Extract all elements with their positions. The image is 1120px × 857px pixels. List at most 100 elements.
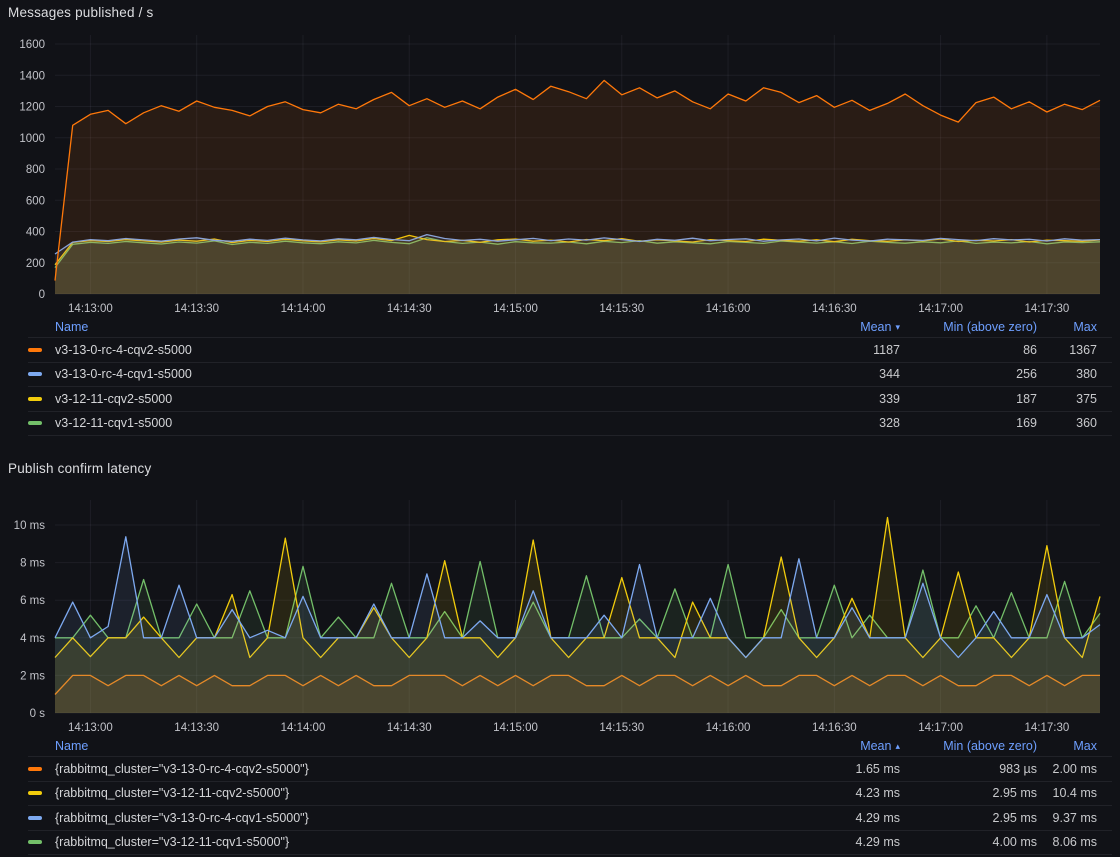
x-axis-tick-label: 14:17:00	[918, 722, 963, 734]
legend-max-value: 8.06 ms	[1052, 835, 1112, 849]
series-color-swatch[interactable]	[28, 372, 55, 376]
column-label: Mean	[860, 739, 891, 753]
legend-max-value: 2.00 ms	[1052, 762, 1112, 776]
series-color-swatch[interactable]	[28, 767, 55, 771]
y-axis-tick-label: 1400	[19, 70, 45, 82]
series-name: {rabbitmq_cluster="v3-12-11-cqv1-s5000"}	[55, 835, 795, 849]
legend-row[interactable]: {rabbitmq_cluster="v3-12-11-cqv2-s5000"}…	[28, 782, 1112, 807]
series-name: {rabbitmq_cluster="v3-13-0-rc-4-cqv2-s50…	[55, 762, 795, 776]
legend-max-value: 380	[1052, 367, 1112, 381]
column-label: Mean	[860, 320, 891, 334]
legend-min-value: 2.95 ms	[915, 786, 1052, 800]
y-axis-tick-label: 0 s	[30, 708, 46, 720]
legend-row[interactable]: v3-12-11-cqv2-s5000339187375	[28, 387, 1112, 412]
y-axis-tick-label: 1200	[19, 102, 45, 114]
legend-max-value: 375	[1052, 392, 1112, 406]
legend-mean-value: 344	[795, 367, 915, 381]
legend-column-mean[interactable]: Mean ▾	[795, 320, 915, 334]
sort-caret-icon: ▴	[895, 741, 900, 751]
legend-row[interactable]: v3-12-11-cqv1-s5000328169360	[28, 412, 1112, 437]
x-axis-tick-label: 14:14:30	[387, 722, 432, 734]
legend-row[interactable]: v3-13-0-rc-4-cqv1-s5000344256380	[28, 363, 1112, 388]
messages-published-chart[interactable]: 0200400600800100012001400160014:13:0014:…	[0, 0, 1120, 316]
x-axis-tick-label: 14:17:30	[1024, 303, 1069, 315]
series-area	[55, 80, 1100, 294]
x-axis-tick-label: 14:13:00	[68, 303, 113, 315]
y-axis-tick-label: 2 ms	[20, 670, 45, 682]
series-color-bar	[28, 791, 42, 795]
legend-column-min[interactable]: Min (above zero)	[915, 739, 1052, 753]
legend-mean-value: 328	[795, 416, 915, 430]
legend-min-value: 4.00 ms	[915, 835, 1052, 849]
legend-column-name[interactable]: Name	[55, 320, 795, 334]
x-axis-tick-label: 14:16:30	[812, 722, 857, 734]
x-axis-tick-label: 14:17:30	[1024, 722, 1069, 734]
series-color-swatch[interactable]	[28, 840, 55, 844]
series-name: v3-13-0-rc-4-cqv1-s5000	[55, 367, 795, 381]
x-axis-tick-label: 14:13:30	[174, 303, 219, 315]
y-axis-tick-label: 400	[26, 227, 45, 239]
y-axis-tick-label: 8 ms	[20, 558, 45, 570]
legend-row[interactable]: v3-13-0-rc-4-cqv2-s50001187861367	[28, 338, 1112, 363]
y-axis-tick-label: 800	[26, 164, 45, 176]
series-color-swatch[interactable]	[28, 348, 55, 352]
y-axis-tick-label: 0	[39, 289, 45, 301]
legend-min-value: 187	[915, 392, 1052, 406]
x-axis-tick-label: 14:14:30	[387, 303, 432, 315]
legend-column-min[interactable]: Min (above zero)	[915, 320, 1052, 334]
x-axis-tick-label: 14:14:00	[281, 722, 326, 734]
x-axis-tick-label: 14:16:00	[706, 722, 751, 734]
legend-table-messages-published: Name Mean ▾ Min (above zero) Max v3-13-0-…	[28, 316, 1112, 436]
x-axis-tick-label: 14:17:00	[918, 303, 963, 315]
legend-min-value: 983 µs	[915, 762, 1052, 776]
grafana-dashboard: Messages published / s 02004006008001000…	[0, 0, 1120, 857]
legend-column-max[interactable]: Max	[1052, 739, 1112, 753]
legend-column-mean[interactable]: Mean ▴	[795, 739, 915, 753]
x-axis-tick-label: 14:15:30	[599, 722, 644, 734]
legend-mean-value: 339	[795, 392, 915, 406]
series-name: {rabbitmq_cluster="v3-12-11-cqv2-s5000"}	[55, 786, 795, 800]
series-color-bar	[28, 397, 42, 401]
legend-min-value: 256	[915, 367, 1052, 381]
legend-header-row: Name Mean ▴ Min (above zero) Max	[28, 735, 1112, 757]
x-axis-tick-label: 14:16:30	[812, 303, 857, 315]
x-axis-tick-label: 14:13:00	[68, 722, 113, 734]
legend-body: {rabbitmq_cluster="v3-13-0-rc-4-cqv2-s50…	[28, 757, 1112, 855]
legend-body: v3-13-0-rc-4-cqv2-s50001187861367v3-13-0…	[28, 338, 1112, 436]
y-axis-tick-label: 600	[26, 195, 45, 207]
legend-row[interactable]: {rabbitmq_cluster="v3-13-0-rc-4-cqv1-s50…	[28, 806, 1112, 831]
series-color-bar	[28, 767, 42, 771]
x-axis-tick-label: 14:15:30	[599, 303, 644, 315]
series-name: v3-13-0-rc-4-cqv2-s5000	[55, 343, 795, 357]
y-axis-tick-label: 200	[26, 258, 45, 270]
y-axis-tick-label: 1000	[19, 133, 45, 145]
series-color-bar	[28, 348, 42, 352]
legend-max-value: 9.37 ms	[1052, 811, 1112, 825]
legend-max-value: 360	[1052, 416, 1112, 430]
sort-caret-icon: ▾	[895, 322, 900, 332]
series-color-swatch[interactable]	[28, 816, 55, 820]
publish-confirm-latency-chart[interactable]: 0 s2 ms4 ms6 ms8 ms10 ms14:13:0014:13:30…	[0, 480, 1120, 735]
panel-title-publish-confirm-latency: Publish confirm latency	[8, 461, 151, 476]
series-color-swatch[interactable]	[28, 397, 55, 401]
legend-row[interactable]: {rabbitmq_cluster="v3-12-11-cqv1-s5000"}…	[28, 831, 1112, 856]
x-axis-tick-label: 14:14:00	[281, 303, 326, 315]
x-axis-tick-label: 14:15:00	[493, 303, 538, 315]
legend-min-value: 169	[915, 416, 1052, 430]
x-axis-tick-label: 14:15:00	[493, 722, 538, 734]
legend-table-publish-confirm-latency: Name Mean ▴ Min (above zero) Max {rabbitm…	[28, 735, 1112, 855]
legend-column-max[interactable]: Max	[1052, 320, 1112, 334]
series-color-bar	[28, 816, 42, 820]
legend-mean-value: 4.23 ms	[795, 786, 915, 800]
legend-max-value: 1367	[1052, 343, 1112, 357]
x-axis-tick-label: 14:16:00	[706, 303, 751, 315]
legend-min-value: 86	[915, 343, 1052, 357]
legend-column-name[interactable]: Name	[55, 739, 795, 753]
series-color-swatch[interactable]	[28, 421, 55, 425]
legend-mean-value: 4.29 ms	[795, 811, 915, 825]
y-axis-tick-label: 6 ms	[20, 595, 45, 607]
legend-row[interactable]: {rabbitmq_cluster="v3-13-0-rc-4-cqv2-s50…	[28, 757, 1112, 782]
series-name: v3-12-11-cqv2-s5000	[55, 392, 795, 406]
legend-mean-value: 1.65 ms	[795, 762, 915, 776]
series-color-swatch[interactable]	[28, 791, 55, 795]
